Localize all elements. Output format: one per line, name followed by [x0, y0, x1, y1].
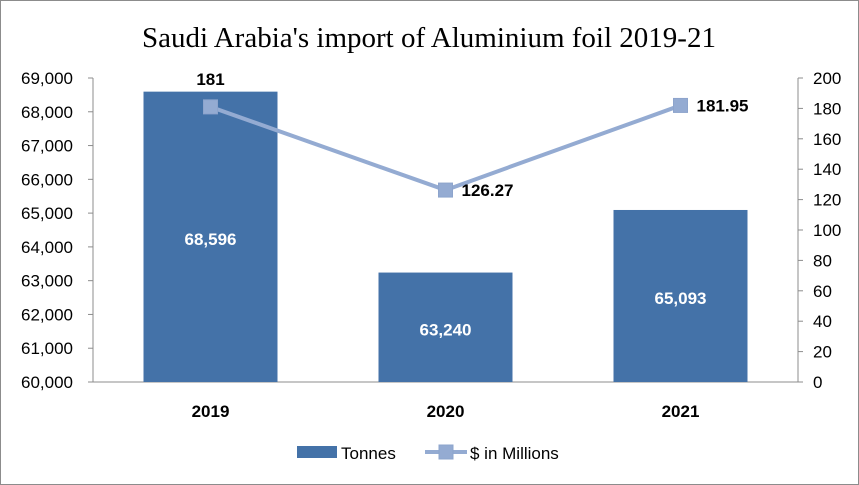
chart-title: Saudi Arabia's import of Aluminium foil … — [142, 22, 716, 54]
y-axis-left-tick-label: 66,000 — [21, 170, 73, 189]
y-axis-left-tick-label: 64,000 — [21, 238, 73, 257]
bar-series — [143, 91, 748, 382]
y-axis-left-tick-label: 67,000 — [21, 137, 73, 156]
line-marker — [673, 97, 688, 113]
y-axis-left-tick-label: 61,000 — [21, 339, 73, 358]
bar — [378, 272, 513, 382]
legend-label: $ in Millions — [470, 444, 559, 463]
line-data-label: 181.95 — [697, 96, 749, 115]
series-line — [209, 103, 682, 193]
legend-label: Tonnes — [341, 444, 396, 463]
y-axis-left-tick-label: 62,000 — [21, 305, 73, 324]
x-axis-category-label: 2020 — [427, 402, 465, 421]
bar — [613, 209, 748, 382]
y-axis-left-tick-label: 69,000 — [21, 69, 73, 88]
bar-data-label: 68,596 — [185, 230, 237, 249]
line-data-label: 126.27 — [462, 181, 514, 200]
axes: 60,000 61,000 62,000 63,000 64,000 65,000 66,0… — [21, 69, 841, 421]
y-axis-right-tick-label: 40 — [813, 312, 832, 331]
y-axis-left-tick-label: 68,000 — [21, 103, 73, 122]
legend: Tonnes $ in Millions — [297, 444, 559, 463]
y-axis-right-tick-label: 180 — [813, 99, 841, 118]
y-axis-right-tick-label: 100 — [813, 221, 841, 240]
bar-data-label: 63,240 — [420, 320, 472, 339]
y-axis-right-tick-label: 60 — [813, 282, 832, 301]
data-labels: 68,596 63,240 65,093 181 126.27 181.95 — [185, 70, 749, 339]
bar — [143, 91, 278, 382]
y-axis-right-tick-label: 20 — [813, 343, 832, 362]
x-axis-category-label: 2019 — [192, 402, 230, 421]
y-axis-left-tick-label: 60,000 — [21, 373, 73, 392]
y-axis-right-tick-label: 140 — [813, 160, 841, 179]
x-axis-category-label: 2021 — [662, 402, 700, 421]
line-series — [203, 97, 688, 198]
y-axis-right-tick-label: 80 — [813, 251, 832, 270]
y-axis-right-tick-label: 120 — [813, 191, 841, 210]
y-axis-right-tick-label: 200 — [813, 69, 841, 88]
line-data-label: 181 — [196, 70, 224, 89]
line-marker — [203, 99, 218, 115]
y-axis-left-tick-label: 63,000 — [21, 272, 73, 291]
legend-swatch-marker — [438, 444, 454, 460]
line-marker — [438, 182, 453, 198]
y-axis-right-tick-label: 160 — [813, 130, 841, 149]
y-axis-left-tick-label: 65,000 — [21, 204, 73, 223]
bar-data-label: 65,093 — [655, 289, 707, 308]
legend-swatch-bar — [297, 446, 337, 458]
y-axis-right-tick-label: 0 — [813, 373, 822, 392]
